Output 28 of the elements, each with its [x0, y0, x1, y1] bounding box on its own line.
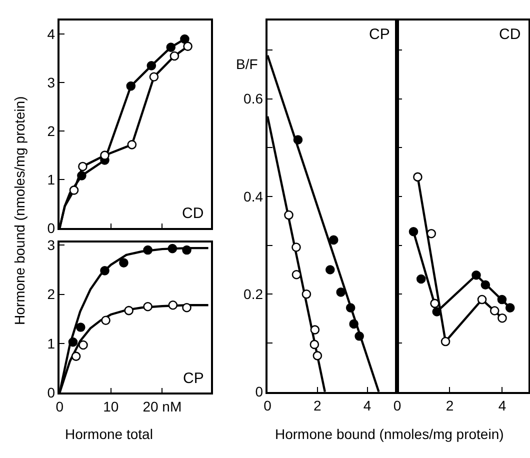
- y-tick-label: 2: [47, 286, 56, 302]
- x-axis-title: Hormone total: [65, 426, 153, 442]
- y-tick-label: 2: [47, 123, 56, 140]
- y-axis-title: B/F: [236, 56, 258, 72]
- y-tick-label: 0: [47, 384, 56, 401]
- y-tick-label: 0.6: [244, 90, 264, 107]
- x-tick-label: 2: [446, 397, 454, 414]
- y-tick-label: 0: [255, 384, 264, 400]
- chart-title: CP: [369, 26, 390, 43]
- y-tick-label: 0.4: [244, 188, 264, 204]
- chart-title: CD: [499, 26, 521, 43]
- y-tick-label: 3: [47, 237, 56, 254]
- y-tick-label: 3: [47, 74, 56, 91]
- text: CD: [182, 205, 204, 222]
- x-tick-label: 0: [393, 397, 402, 414]
- y-tick-label: 1: [47, 171, 56, 188]
- y-axis-title: Hormone bound (nmoles/mg protein): [12, 96, 28, 325]
- x-tick-label: 4: [498, 397, 506, 414]
- y-tick-label: 0: [47, 220, 56, 236]
- y-tick-label: 0.2: [244, 286, 264, 302]
- x-tick-label: 2: [314, 397, 322, 414]
- text: CP: [183, 370, 204, 387]
- x-tick-label: 4: [363, 397, 372, 414]
- x-tick-label: 20 nM: [142, 398, 182, 414]
- y-tick-label: 1: [47, 335, 56, 352]
- x-tick-label: 10: [103, 398, 119, 414]
- x-axis-title: Hormone bound (nmoles/mg protein): [275, 426, 504, 442]
- y-tick-label: 4: [47, 26, 56, 42]
